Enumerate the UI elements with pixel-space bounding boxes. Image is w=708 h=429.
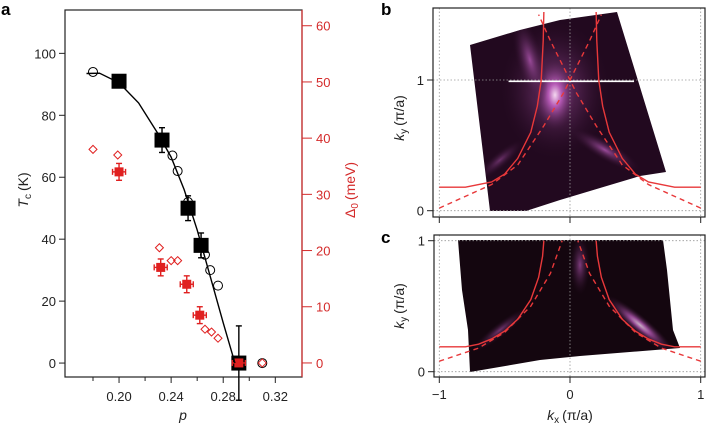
- panel-label-c: c: [381, 228, 390, 247]
- y2-tick-label: 50: [316, 75, 330, 90]
- gap-diamond-marker: [172, 255, 183, 266]
- panel-c-frame: [433, 234, 706, 378]
- panel-b-y-axis-label: ky(π/a): [391, 95, 410, 141]
- y2-axis-label-gap: Δ0 (meV): [342, 162, 361, 218]
- panel-b-plot: 0 1 ky(π/a): [391, 7, 706, 223]
- y2-tick-label: 0: [316, 356, 323, 371]
- y-tick-label: 0: [417, 204, 424, 219]
- y-tick-label: 40: [42, 232, 56, 247]
- gap-diamond-marker: [206, 327, 217, 337]
- x-tick-label: 0: [566, 387, 573, 402]
- y-label-sub: c: [23, 194, 34, 199]
- fermi-surface-dashed-left: [439, 240, 563, 362]
- tc-circle-marker: [87, 66, 98, 77]
- fermi-surface-dashed-2: [439, 14, 603, 209]
- fermi-surface-dashed-right: [577, 240, 701, 362]
- y-axis-label-tc: Tc (K): [15, 172, 34, 207]
- y-label-unit: (K): [15, 172, 31, 191]
- y2-label-main: Δ: [342, 209, 358, 218]
- gap-diamond-marker: [113, 150, 123, 160]
- panel-c-x-axis-label: kx (π/a): [547, 407, 593, 426]
- y2-label-sub: 0: [350, 203, 361, 209]
- tc-fit-curve: [86, 72, 236, 364]
- y2-tick-label: 20: [316, 244, 330, 259]
- panel-label-a: a: [1, 0, 11, 19]
- x-tick-label: 0.20: [106, 389, 131, 404]
- y-tick-label: 0: [49, 356, 56, 371]
- svg-text:kx(π/a): kx (π/a): [547, 407, 593, 426]
- x-tick-label: 0.24: [158, 389, 183, 404]
- y2-label-unit: (meV): [342, 162, 358, 200]
- gap-diamond-marker: [257, 358, 267, 368]
- x-tick-label: −1: [432, 387, 447, 402]
- y-tick-label: 80: [42, 108, 56, 123]
- tc-circle-marker: [213, 280, 224, 291]
- y-label-main: T: [15, 198, 31, 208]
- y2-tick-label: 30: [316, 187, 330, 202]
- y2-tick-label: 60: [316, 19, 330, 34]
- panel-b-frame: [432, 7, 706, 218]
- y2-tick-label: 10: [316, 300, 330, 315]
- x-tick-label: 1: [697, 387, 704, 402]
- y-tick-label: 20: [42, 294, 56, 309]
- y-tick-label: 0: [418, 365, 425, 380]
- panel-c-intensity-map: [458, 240, 680, 372]
- svg-text:ky(π/a): ky(π/a): [391, 95, 410, 141]
- fermi-surface-solid-left: [439, 12, 545, 188]
- gap-square-marker: [156, 262, 166, 272]
- tc-square-marker: [111, 73, 127, 89]
- gap-square-marker: [114, 167, 124, 177]
- y-tick-label: 1: [417, 73, 424, 88]
- tc-circle-marker: [172, 166, 183, 177]
- gap-diamond-marker: [88, 144, 98, 155]
- svg-text:Δ0(meV): Δ0 (meV): [342, 162, 361, 218]
- panel-a-plot: 0 20 40 60 80 100 0 10 20 30 40 50 60 0.20 0.24 0.28 0.3…: [15, 9, 361, 423]
- gap-square-marker: [195, 310, 205, 320]
- gap-diamond-marker: [200, 324, 210, 334]
- gap-diamond-marker: [213, 333, 223, 343]
- gap-diamond-marker: [166, 255, 176, 266]
- y-tick-label: 100: [34, 46, 56, 61]
- x-axis-label-p: p: [178, 407, 187, 423]
- tc-circle-marker: [183, 197, 194, 208]
- x-tick-label: 0.28: [211, 389, 236, 404]
- tc-circle-marker: [257, 358, 268, 369]
- panel-c-plot: 0 1 −1 0 1 ky(π/a) kx (π/a): [391, 234, 706, 426]
- y-tick-label: 60: [42, 170, 56, 185]
- gap-square-marker: [182, 279, 192, 289]
- panel-label-b: b: [381, 0, 391, 19]
- svg-text:ky(π/a): ky(π/a): [391, 283, 410, 329]
- x-tick-label: 0.32: [263, 389, 288, 404]
- gap-square-marker: [234, 358, 244, 368]
- fermi-surface-solid-right: [595, 12, 701, 188]
- panel-c-y-axis-label: ky(π/a): [391, 283, 410, 329]
- fermi-surface-dashed-1: [537, 14, 701, 209]
- panel-a-frame: [64, 9, 303, 378]
- svg-text:Tc(K): Tc (K): [15, 172, 34, 207]
- y2-tick-label: 40: [316, 131, 330, 146]
- gap-diamond-marker: [154, 243, 165, 253]
- y-tick-label: 1: [418, 234, 425, 249]
